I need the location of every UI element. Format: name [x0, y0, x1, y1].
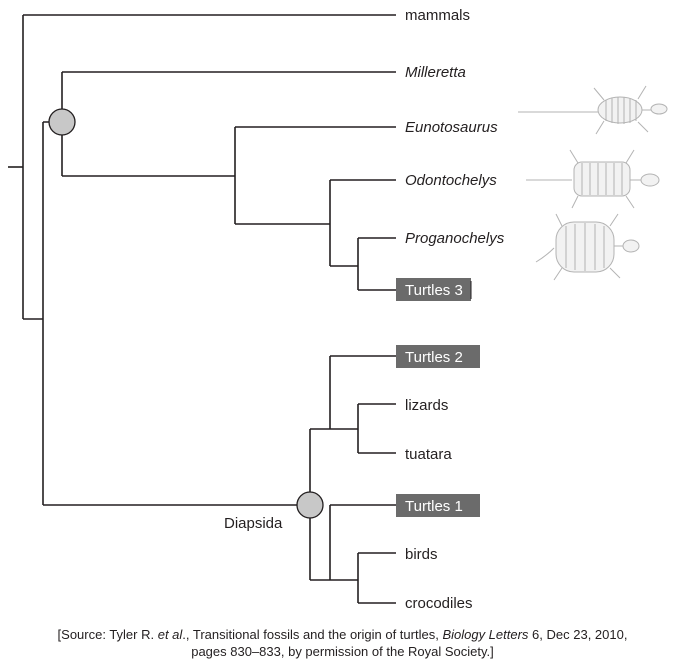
taxon-turtles3: Turtles 3	[405, 282, 463, 299]
taxon-eunotosaurus: Eunotosaurus	[405, 119, 498, 136]
cladogram: Diapsida mammals Milleretta Eunotosaurus…	[8, 7, 668, 612]
diapsida-label: Diapsida	[224, 515, 283, 532]
eunotosaurus-skeleton-icon	[518, 85, 668, 135]
taxon-odontochelys: Odontochelys	[405, 172, 497, 189]
taxon-milleretta: Milleretta	[405, 64, 466, 81]
source-line-2: pages 830–833, by permission of the Roya…	[191, 644, 494, 659]
source-suffix: 6, Dec 23, 2010,	[528, 627, 628, 642]
turtles1-box	[396, 494, 480, 517]
source-prefix: [Source: Tyler R.	[57, 627, 158, 642]
source-line-1: [Source: Tyler R. et al., Transitional f…	[0, 626, 685, 643]
proganochelys-skeleton-icon	[535, 213, 640, 281]
source-citation: [Source: Tyler R. et al., Transitional f…	[0, 626, 685, 660]
taxon-tuatara: tuatara	[405, 446, 452, 463]
diapsida-node-circle	[296, 491, 324, 519]
source-journal: Biology Letters	[442, 627, 529, 642]
turtles3-box	[396, 278, 471, 301]
taxon-turtles2: Turtles 2	[405, 349, 463, 366]
taxon-mammals: mammals	[405, 7, 470, 24]
taxon-proganochelys: Proganochelys	[405, 230, 505, 247]
turtles2-box	[396, 345, 480, 368]
parareptile-node-circle	[48, 108, 76, 136]
taxon-turtles1: Turtles 1	[405, 498, 463, 515]
source-et-al: et al	[157, 627, 183, 642]
taxon-birds: birds	[405, 546, 438, 563]
taxon-lizards: lizards	[405, 397, 448, 414]
odontochelys-skeleton-icon	[526, 149, 660, 209]
source-middle: ., Transitional fossils and the origin o…	[182, 627, 443, 642]
taxon-crocodiles: crocodiles	[405, 595, 473, 612]
